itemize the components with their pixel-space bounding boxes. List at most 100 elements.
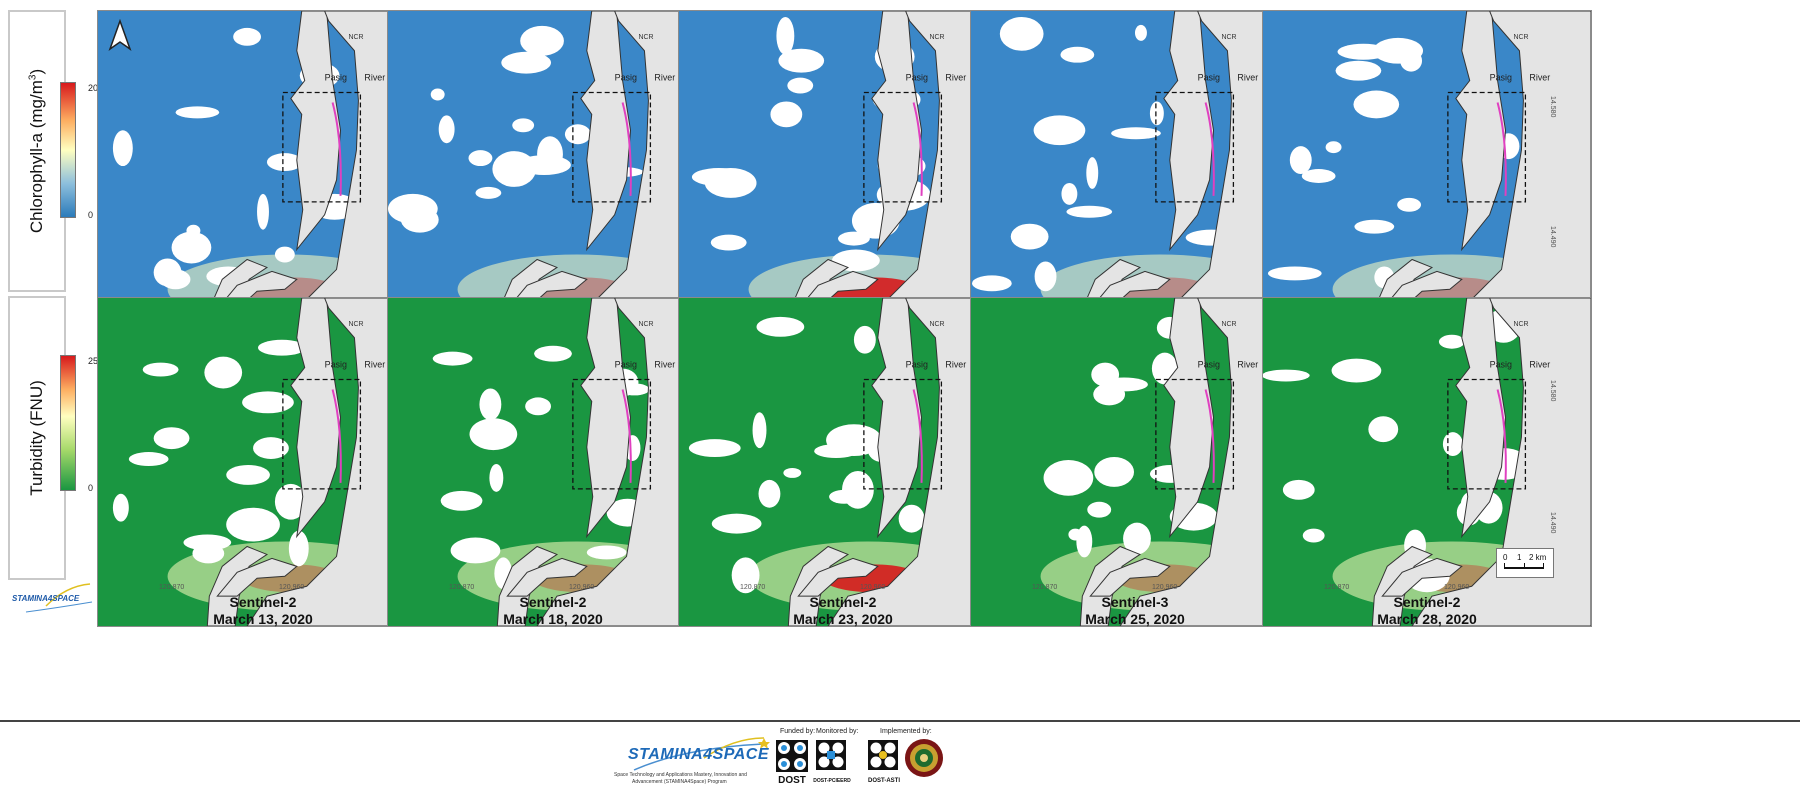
caption-date: March 28, 2020 [1377,611,1477,627]
caption-4: Sentinel-3 March 25, 2020 [970,594,1300,628]
ncr-label: NCR [1221,34,1236,41]
river-label: River [364,360,385,370]
pasig-label: Pasig [906,73,928,83]
implemented-by-label: Implemented by: [880,728,932,735]
lat-tick-upper-top: 14.580 [1549,96,1556,118]
pasig-label: Pasig [1198,360,1220,370]
dost-asti-logo-icon [868,740,898,770]
turbidity-map-panel-2: NCR Pasig River [387,297,717,627]
river-label: River [1237,73,1258,83]
map-graphic: NCR Pasig River [98,298,426,626]
map-graphic: NCR Pasig River [971,11,1299,339]
turbidity-colorbar [60,355,76,491]
turbidity-colorbar-min: 0 [88,483,94,493]
caption-date: March 18, 2020 [503,611,603,627]
caption-date: March 23, 2020 [793,611,893,627]
dost-label: DOST [778,775,806,786]
lon-tick: 120.960 [1444,584,1470,591]
lon-tick: 120.870 [740,584,766,591]
pasig-label: Pasig [615,73,637,83]
caption-date: March 25, 2020 [1085,611,1185,627]
pasig-label: Pasig [906,360,928,370]
ncr-label: NCR [348,34,363,41]
dost-pcieerd-logo-icon [816,740,846,770]
ncr-label: NCR [348,321,363,328]
pasig-label: Pasig [325,360,347,370]
map-graphic: NCR Pasig River [388,11,716,339]
river-label: River [364,73,385,83]
ncr-label: NCR [638,34,653,41]
pasig-label: Pasig [1490,360,1512,370]
pasig-label: Pasig [1490,73,1512,83]
ncr-label: NCR [1513,34,1528,41]
map-graphic: NCR Pasig River [679,11,1007,339]
map-graphic: NCR Pasig River [1263,11,1591,339]
pasig-label: Pasig [1198,73,1220,83]
caption-5: Sentinel-2 March 28, 2020 [1262,594,1592,628]
lat-tick-lower-top: 14.490 [1549,226,1556,248]
river-label: River [654,360,675,370]
caption-sensor: Sentinel-2 [519,594,587,610]
caption-sensor: Sentinel-3 [1101,594,1169,610]
ncr-label: NCR [1513,321,1528,328]
north-arrow-icon [108,19,132,53]
lon-tick: 120.870 [159,584,185,591]
lat-tick-lower-bottom: 14.490 [1549,512,1556,534]
pasig-label: Pasig [325,73,347,83]
lat-tick-upper-bottom: 14.580 [1549,380,1556,402]
caption-1: Sentinel-2 March 13, 2020 [98,594,428,628]
river-label: River [1237,360,1258,370]
map-graphic: NCR Pasig River [679,298,1007,626]
left-stamina-logo: STAMINA4SPACE [6,582,96,622]
scale-label-0: 0 [1503,553,1508,562]
ncr-label: NCR [929,321,944,328]
lon-tick: 120.960 [1152,584,1178,591]
row-label-chlorophyll: Chlorophyll-a (mg/m3) [8,10,66,292]
caption-sensor: Sentinel-2 [229,594,297,610]
caption-sensor: Sentinel-2 [809,594,877,610]
dost-pcieerd-label: DOST-PCIEERD [813,778,851,784]
turbidity-label: Turbidity (FNU) [27,380,46,496]
lon-tick: 120.960 [860,584,886,591]
chlorophyll-colorbar-min: 0 [88,210,94,220]
ncr-label: NCR [1221,321,1236,328]
monitored-by-label: Monitored by: [816,728,859,735]
pasig-label: Pasig [615,360,637,370]
scale-label-1: 1 [1517,553,1522,562]
lon-tick: 120.960 [569,584,595,591]
scale-bar: 0 1 2 km [1496,548,1554,578]
chlorophyll-map-panel-1: NCR Pasig River [97,10,427,340]
program-logo-swoosh [633,737,770,771]
left-logo-text: STAMINA4SPACE [12,594,80,603]
program-desc-line-1: Space Technology and Applications Master… [614,772,747,778]
lon-tick: 120.870 [449,584,475,591]
funded-by-label: Funded by: [780,728,816,735]
caption-2: Sentinel-2 March 18, 2020 [388,594,718,628]
up-seal-logo [904,738,944,783]
river-label: River [945,73,966,83]
scale-label-2: 2 km [1529,553,1547,562]
ncr-label: NCR [638,321,653,328]
left-logo-graphic [25,583,93,613]
caption-sensor: Sentinel-2 [1393,594,1461,610]
program-logo-text: STAMINA4SPACE [628,746,770,763]
ncr-label: NCR [929,34,944,41]
dost-asti-label: DOST-ASTI [867,778,900,784]
chlorophyll-map-panel-3: NCR Pasig River [678,10,1008,340]
map-graphic: NCR Pasig River [388,298,716,626]
river-label: River [1529,360,1550,370]
dost-pcieerd-logo [814,738,848,777]
turbidity-map-panel-1: NCR Pasig River [97,297,427,627]
chlorophyll-label: Chlorophyll-a (mg/m3) [27,68,46,234]
footer-program-logo: STAMINA4SPACE Space Technology and Appli… [614,736,774,788]
turbidity-map-panel-4: NCR Pasig River [970,297,1300,627]
turbidity-colorbar-max: 25 [88,356,99,366]
river-label: River [1529,73,1550,83]
map-graphic: NCR Pasig River [971,298,1299,626]
chlorophyll-colorbar [60,82,76,218]
dost-logo-icon [776,740,808,772]
chlorophyll-map-panel-5: NCR Pasig River [1262,10,1592,340]
up-seal-icon [905,739,943,777]
chlorophyll-map-panel-4: NCR Pasig River [970,10,1300,340]
program-desc-line-2: Advancement (STAMINA4Space) Program [632,779,727,785]
